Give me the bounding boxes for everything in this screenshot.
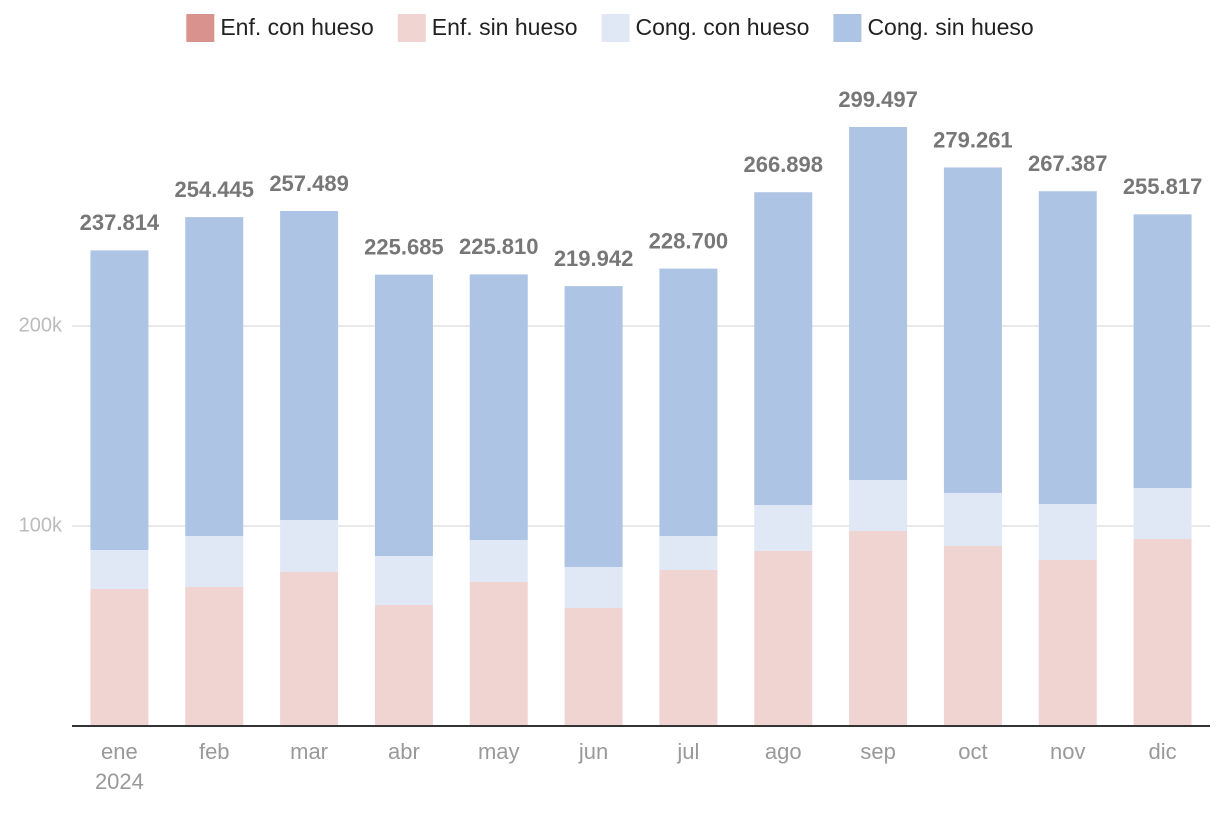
total-label: 299.497 [838, 87, 918, 112]
bar-segment [1133, 539, 1192, 726]
bar-segment [943, 167, 1002, 493]
bar-segment [90, 250, 149, 550]
legend-swatch [397, 14, 426, 42]
bar-segment [659, 268, 718, 536]
bar-segment [1038, 191, 1097, 504]
bar-segment [1133, 214, 1192, 488]
bar-segment [659, 570, 718, 726]
bar-segment [754, 505, 813, 551]
bar-segment [280, 211, 339, 520]
x-tick-label: oct [958, 739, 987, 764]
bar-segment [469, 582, 528, 726]
legend-label: Enf. sin hueso [432, 14, 578, 40]
bar-segment [1038, 560, 1097, 726]
total-label: 225.685 [364, 234, 444, 259]
bar-segment [374, 556, 433, 605]
total-label: 279.261 [933, 127, 1013, 152]
legend-label: Enf. con hueso [220, 14, 373, 40]
bar-segment [754, 192, 813, 506]
total-label: 225.810 [459, 234, 539, 259]
bar-segment [280, 520, 339, 572]
bar-segment [754, 551, 813, 726]
bar-segment [90, 550, 149, 589]
bar-segment [943, 546, 1002, 726]
x-tick-label: ago [765, 739, 802, 764]
bar-segment [849, 480, 908, 531]
legend-label: Cong. con hueso [636, 14, 810, 40]
bar-segment [185, 217, 244, 537]
bar-segment [185, 536, 244, 587]
x-tick-label: feb [199, 739, 230, 764]
y-tick-label: 100k [19, 514, 63, 536]
bar-segment [90, 589, 149, 726]
x-tick-label: sep [860, 739, 895, 764]
total-label: 267.387 [1028, 151, 1108, 176]
total-label: 254.445 [174, 177, 254, 202]
x-tick-label: nov [1050, 739, 1085, 764]
x-tick-label: may [478, 739, 520, 764]
x-tick-label: jul [676, 739, 699, 764]
x-tick-label: dic [1149, 739, 1177, 764]
bar-segment [849, 531, 908, 726]
bar-segment [469, 540, 528, 582]
x-tick-label: ene [101, 739, 138, 764]
bar-segment [564, 608, 623, 726]
legend-swatch [601, 14, 630, 42]
bar-segment [280, 572, 339, 726]
bar-segment [564, 567, 623, 608]
x-tick-label: mar [290, 739, 328, 764]
total-label: 228.700 [649, 228, 729, 253]
legend-label: Cong. sin hueso [867, 14, 1033, 40]
legend-swatch [186, 14, 215, 42]
bar-segment [1133, 488, 1192, 539]
x-tick-sublabel: 2024 [95, 769, 144, 794]
total-label: 237.814 [80, 210, 160, 235]
bar-segment [943, 493, 1002, 546]
bar-segment [185, 587, 244, 726]
total-label: 255.817 [1123, 174, 1203, 199]
bar-segment [374, 605, 433, 726]
y-tick-label: 200k [19, 314, 63, 336]
bar-segment [564, 286, 623, 567]
bar-segment [469, 274, 528, 540]
bar-segment [849, 127, 908, 481]
total-label: 219.942 [554, 246, 634, 271]
total-label: 266.898 [743, 152, 823, 177]
x-tick-label: abr [388, 739, 420, 764]
total-label: 257.489 [269, 171, 349, 196]
bar-segment [374, 274, 433, 556]
bar-segment [659, 536, 718, 570]
legend-swatch [833, 14, 862, 42]
x-tick-label: jun [578, 739, 608, 764]
bar-segment [1038, 504, 1097, 560]
